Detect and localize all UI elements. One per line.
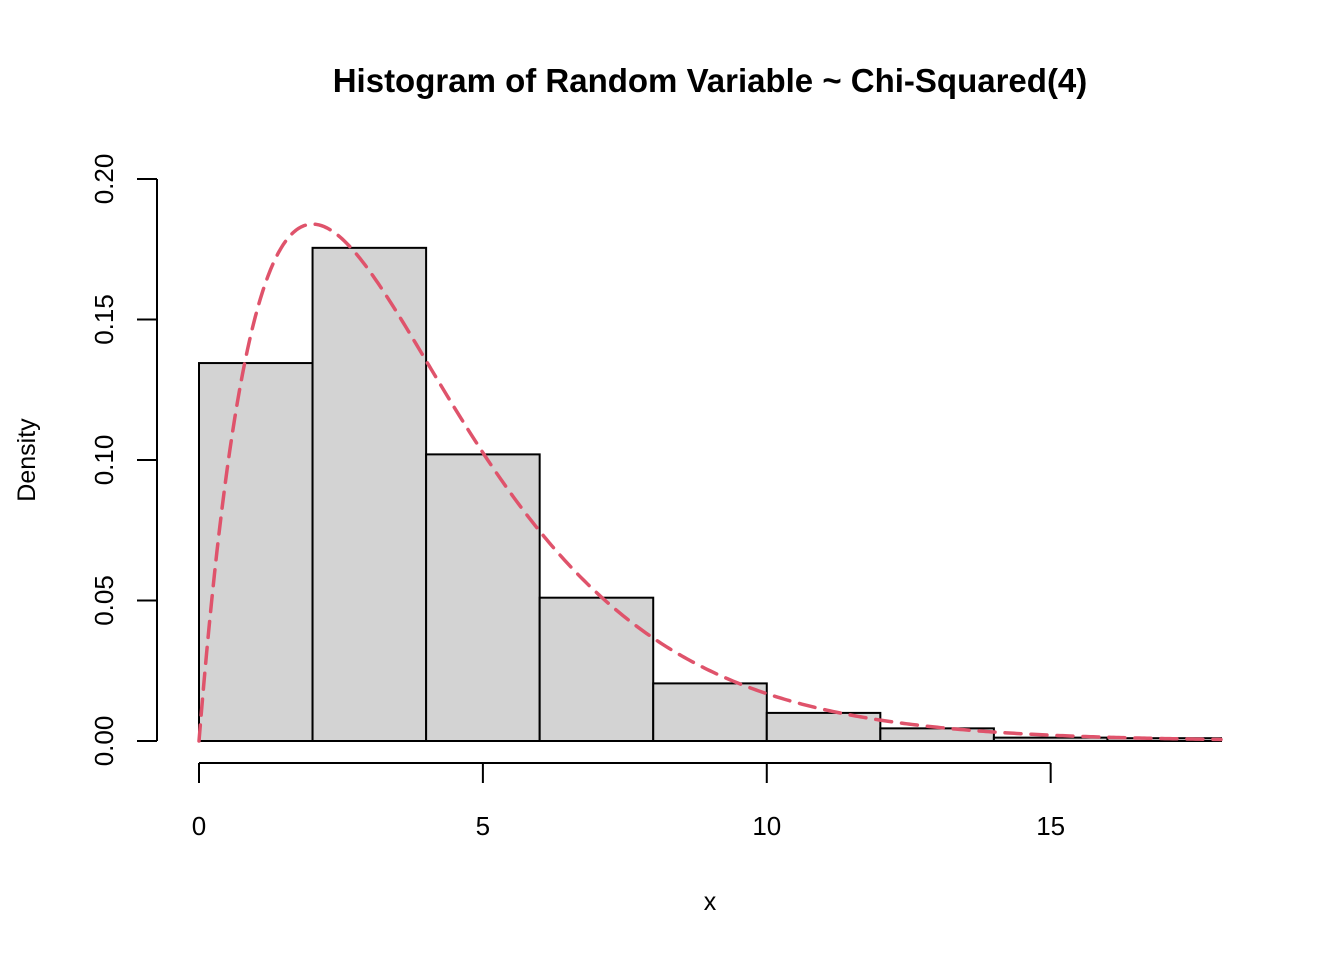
x-tick-label: 5 — [476, 811, 490, 841]
density-curve — [197, 222, 1223, 743]
chart-title: Histogram of Random Variable ~ Chi-Squar… — [333, 62, 1088, 99]
y-tick-label: 0.10 — [89, 435, 119, 486]
x-axis-label: x — [704, 888, 717, 916]
histogram-bars — [198, 246, 1223, 743]
histogram-bar-2 — [311, 246, 428, 742]
y-tick-label: 0.00 — [89, 716, 119, 767]
histogram-bar-5 — [652, 682, 768, 743]
x-tick-label: 0 — [192, 811, 206, 841]
x-axis: 0 5 10 15 — [192, 762, 1065, 841]
y-tick-label: 0.05 — [89, 575, 119, 626]
x-tick-label: 15 — [1036, 811, 1065, 841]
histogram-bar-4 — [538, 596, 655, 742]
y-axis-label: Density — [13, 418, 41, 502]
histogram-bar-7 — [879, 727, 995, 742]
x-tick-label: 10 — [752, 811, 781, 841]
histogram-bar-3 — [425, 453, 541, 742]
y-tick-label: 0.15 — [89, 294, 119, 345]
y-axis: 0.00 0.05 0.10 0.15 0.20 — [89, 154, 158, 767]
y-tick-label: 0.20 — [89, 154, 119, 205]
